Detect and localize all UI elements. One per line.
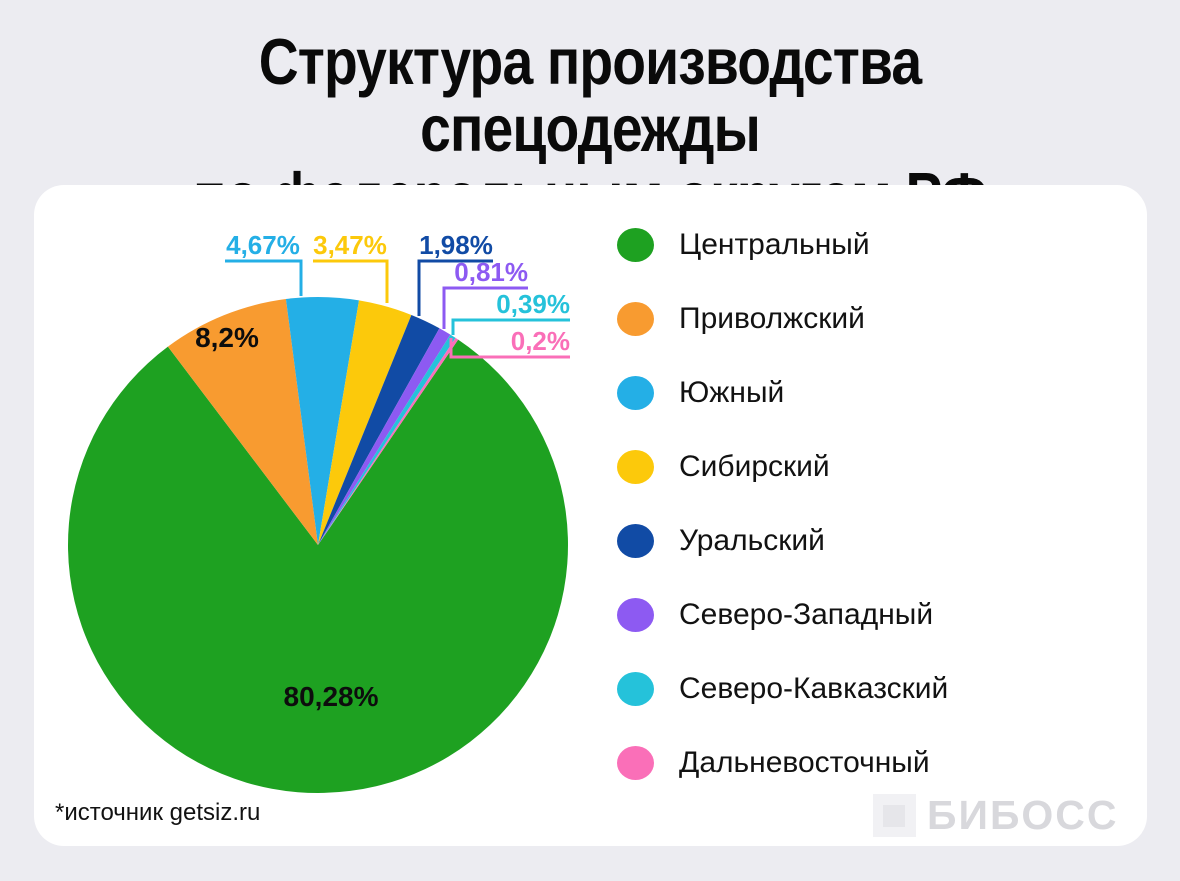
legend-label-central: Центральный xyxy=(679,228,870,261)
legend-label-north-caucasus: Северо-Кавказский xyxy=(679,672,949,705)
legend-label-volga: Приволжский xyxy=(679,302,865,335)
callout-label-north-west: 0,81% xyxy=(454,257,528,287)
slice-label-central: 80,28% xyxy=(284,681,379,712)
legend-item-southern: Южный xyxy=(617,373,948,413)
source-note: *источник getsiz.ru xyxy=(55,799,261,826)
pie-slice-central xyxy=(68,339,569,793)
callout-line-southern xyxy=(225,259,303,296)
legend-swatch-southern xyxy=(617,376,654,410)
chart-title-line-1: Структура производства спецодежды xyxy=(258,25,922,165)
callout-label-ural: 1,98% xyxy=(419,230,493,260)
legend-item-central: Центральный xyxy=(617,225,948,265)
legend-swatch-ural xyxy=(617,524,654,558)
legend-swatch-north-west xyxy=(617,598,654,632)
callout-label-siberian: 3,47% xyxy=(313,230,387,260)
legend-swatch-far-east xyxy=(617,746,654,780)
legend-label-siberian: Сибирский xyxy=(679,450,830,483)
legend-label-north-west: Северо-Западный xyxy=(679,598,934,631)
biboss-logo-icon-inner xyxy=(883,805,905,827)
biboss-logo-icon xyxy=(873,794,916,837)
legend-item-north-west: Северо-Западный xyxy=(617,595,948,635)
legend-item-ural: Уральский xyxy=(617,521,948,561)
slice-label-volga: 8,2% xyxy=(195,322,259,353)
pie-slice-ural xyxy=(318,314,440,545)
watermark-text: БИБОСС xyxy=(927,792,1119,838)
legend-swatch-central xyxy=(617,228,654,262)
pie-slice-north-caucasus xyxy=(318,334,456,545)
legend-label-far-east: Дальневосточный xyxy=(679,746,930,779)
legend-item-volga: Приволжский xyxy=(617,299,948,339)
callout-line-north-caucasus xyxy=(451,318,570,335)
legend-label-southern: Южный xyxy=(679,376,785,409)
legend-item-north-caucasus: Северо-Кавказский xyxy=(617,669,948,709)
legend-swatch-volga xyxy=(617,302,654,336)
callout-line-north-west xyxy=(442,286,528,329)
callout-label-north-caucasus: 0,39% xyxy=(496,289,570,319)
callout-label-southern: 4,67% xyxy=(226,230,300,260)
legend-swatch-north-caucasus xyxy=(617,672,654,706)
callout-line-far-east xyxy=(449,338,570,359)
pie-slice-far-east xyxy=(318,337,459,545)
callout-label-far-east: 0,2% xyxy=(511,326,570,356)
legend-label-ural: Уральский xyxy=(679,524,825,557)
legend-swatch-siberian xyxy=(617,450,654,484)
legend-item-far-east: Дальневосточный xyxy=(617,743,948,783)
pie-slice-north-west xyxy=(318,328,451,545)
legend: Центральный Приволжский Южный Сибирский Урал… xyxy=(617,225,948,783)
legend-item-siberian: Сибирский xyxy=(617,447,948,487)
pie-slice-volga xyxy=(167,299,318,545)
pie-slice-southern xyxy=(285,297,359,545)
pie-slice-siberian xyxy=(318,300,412,545)
watermark: БИБОСС xyxy=(873,794,1119,837)
callout-line-ural xyxy=(417,259,493,316)
callout-line-siberian xyxy=(313,259,389,303)
